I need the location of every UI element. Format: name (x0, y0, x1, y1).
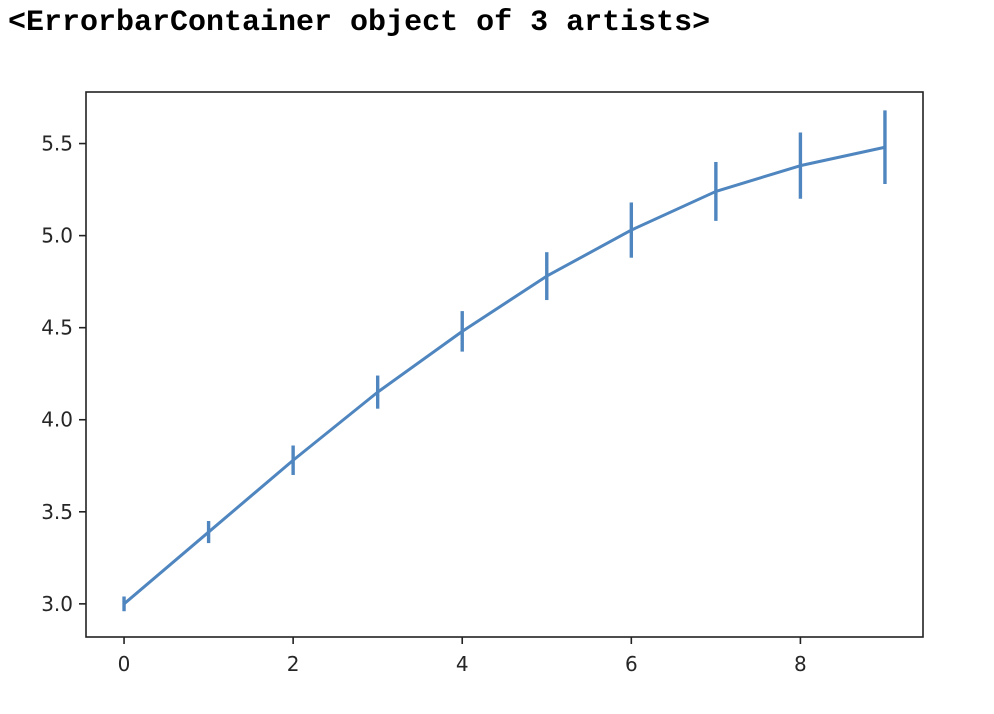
y-tick-label: 5.5 (41, 132, 73, 156)
x-tick-label: 0 (118, 652, 131, 676)
axes-frame (85, 91, 924, 638)
x-tick-label: 4 (456, 652, 469, 676)
y-tick-label: 5.0 (41, 224, 73, 248)
x-tick-label: 8 (794, 652, 807, 676)
x-axis: 0 2 4 6 8 (118, 637, 807, 676)
plot-area (122, 110, 887, 612)
series-line (122, 145, 887, 606)
y-axis: 3.0 3.5 4.0 4.5 5.0 5.5 (41, 132, 86, 616)
x-tick-label: 6 (625, 652, 638, 676)
y-tick-label: 4.5 (41, 316, 73, 340)
x-tick-label: 2 (287, 652, 300, 676)
y-tick-label: 4.0 (41, 408, 73, 432)
y-tick-label: 3.0 (41, 592, 73, 616)
y-tick-label: 3.5 (41, 500, 73, 524)
cell-output-text: <ErrorbarContainer object of 3 artists> (8, 6, 711, 40)
